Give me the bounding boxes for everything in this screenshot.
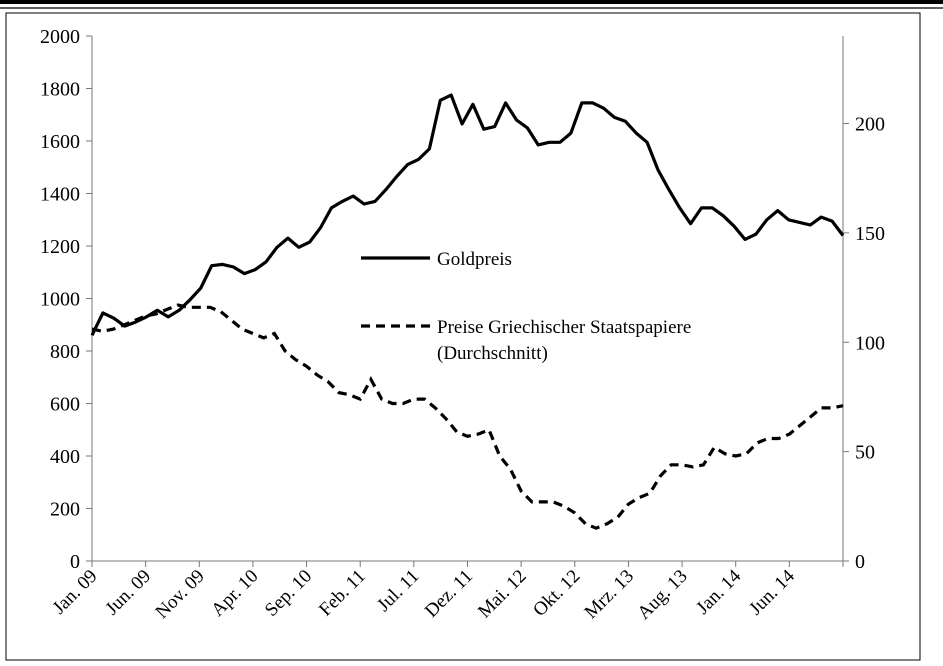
y-axis-right: 0 50 100 150 200: [843, 114, 885, 573]
y-left-tick-label: 1800: [40, 79, 80, 101]
y-right-tick-label: 150: [855, 223, 885, 245]
x-tick-label: Apr. 10: [207, 566, 262, 621]
y-axis-left: 0 200 400 600 800 1000 1200 1400 1600 1800 2000: [40, 26, 92, 573]
x-tick-label: Mrz. 13: [581, 566, 638, 623]
y-left-tick-label: 400: [50, 446, 80, 468]
legend-label-goldpreis: Goldpreis: [437, 249, 512, 270]
chart-frame: [5, 12, 921, 661]
x-tick-label: Dez. 11: [421, 566, 477, 622]
y-left-tick-label: 1200: [40, 236, 80, 258]
y-right-tick-label: 50: [855, 442, 875, 464]
y-left-tick-label: 0: [70, 551, 80, 573]
y-right-tick-label: 0: [855, 551, 865, 573]
x-tick-label: Aug. 13: [633, 566, 691, 624]
legend: Goldpreis Preise Griechischer Staatspapi…: [361, 249, 691, 364]
y-left-tick-label: 200: [50, 499, 80, 521]
x-tick-label: Jan. 14: [692, 565, 745, 618]
y-left-tick-label: 1000: [40, 289, 80, 311]
x-tick-label: Okt. 12: [529, 566, 584, 621]
x-tick-label: Sep. 10: [261, 566, 316, 621]
legend-label-staatspapiere: Preise Griechischer Staatspapiere: [437, 317, 691, 338]
x-tick-label: Nov. 09: [152, 566, 209, 623]
y-right-tick-label: 200: [855, 114, 885, 136]
x-tick-label: Jan. 09: [49, 566, 102, 619]
y-left-tick-label: 2000: [40, 26, 80, 48]
y-left-tick-label: 1400: [40, 184, 80, 206]
x-tick-label: Jun. 14: [745, 565, 799, 619]
x-tick-label: Mai. 12: [474, 566, 531, 623]
x-tick-label: Jun. 09: [102, 566, 156, 620]
x-tick-label: Feb. 11: [315, 566, 370, 621]
y-right-tick-label: 100: [855, 332, 885, 354]
series-line-staatspapiere: [91, 303, 844, 530]
series-line-goldpreis: [90, 93, 845, 337]
y-left-tick-label: 1600: [40, 131, 80, 153]
x-tick-label: Jul. 11: [373, 566, 423, 616]
legend-label-staatspapiere-line2: (Durchschnitt): [437, 343, 548, 364]
y-left-tick-label: 800: [50, 341, 80, 363]
y-left-tick-label: 600: [50, 394, 80, 416]
